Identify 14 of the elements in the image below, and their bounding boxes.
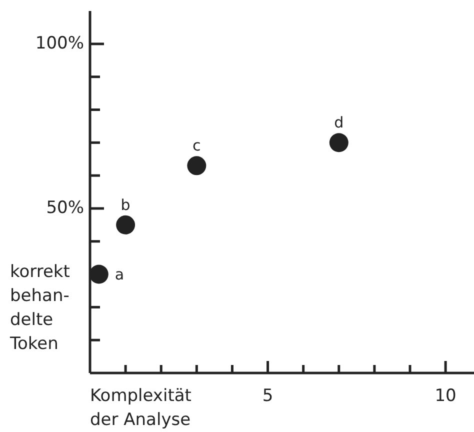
x-tick-label: 10 — [434, 386, 456, 406]
annotation: d — [334, 114, 344, 132]
x-tick-label: 5 — [262, 386, 274, 406]
point — [116, 215, 136, 234]
y-tick-label: 100% — [35, 34, 84, 54]
point — [89, 264, 108, 284]
annotation: c — [192, 136, 201, 155]
annotation: a — [114, 265, 124, 284]
x-axis-title: Komplexität der Analyse — [90, 386, 192, 430]
y-axis-title: korrekt behan- delte Token — [9, 262, 70, 354]
annotation: b — [120, 196, 130, 214]
point — [187, 156, 206, 176]
point — [329, 133, 348, 152]
y-tick-label: 50% — [46, 198, 84, 218]
